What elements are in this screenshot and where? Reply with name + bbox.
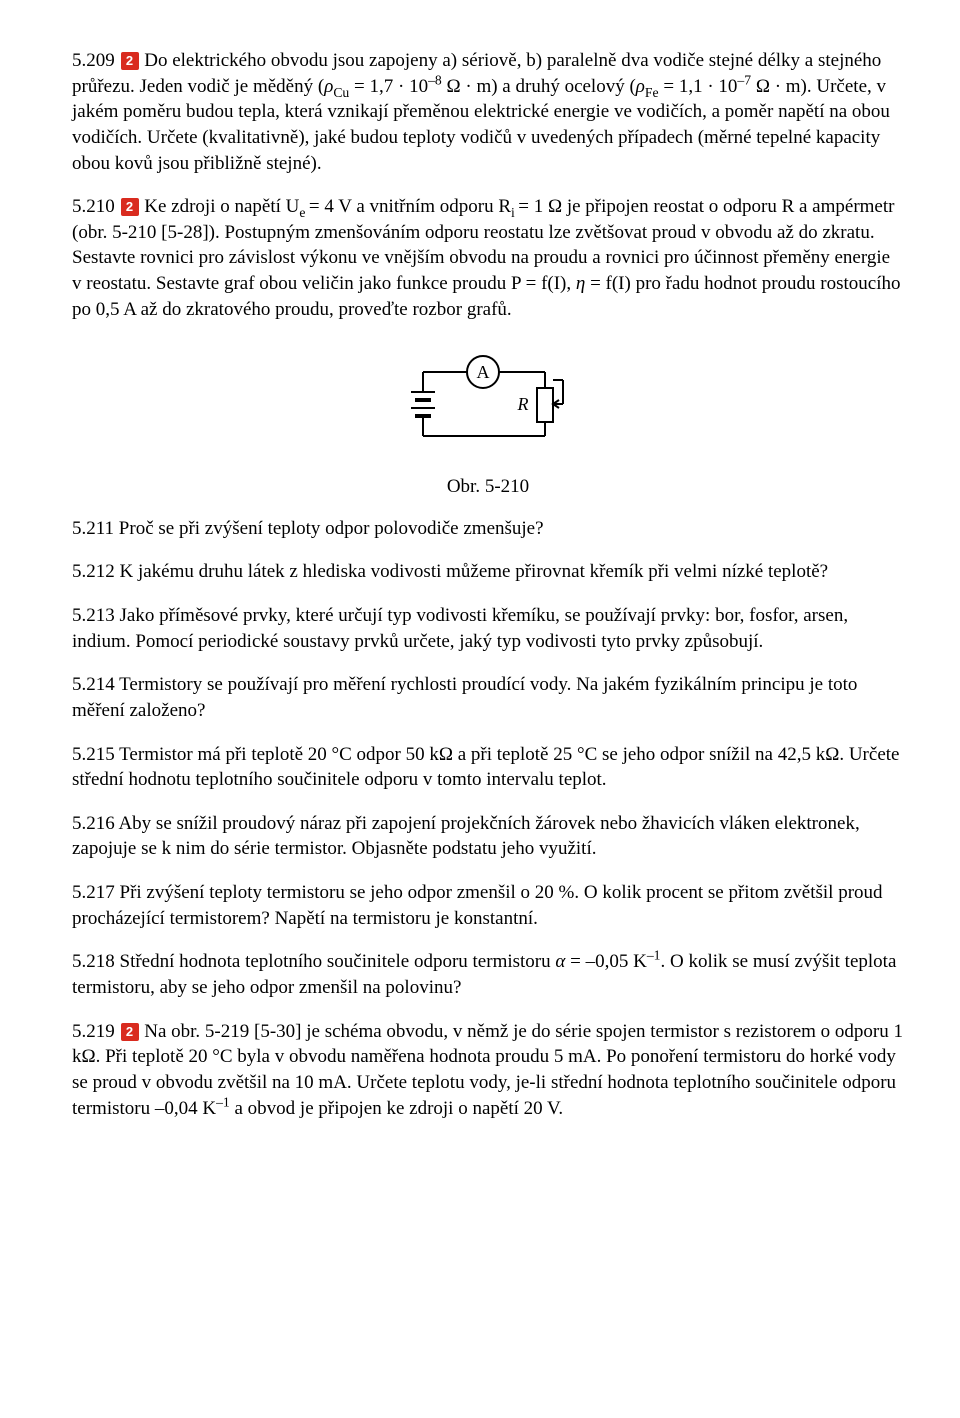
text: Při zvýšení teploty termistoru se jeho o… <box>72 882 883 929</box>
text: = 1,1 · 10 <box>659 76 738 97</box>
problem-5-214: 5.214 Termistory se používají pro měření… <box>72 672 904 723</box>
symbol-alpha: α <box>555 951 565 972</box>
problem-number: 5.214 <box>72 674 115 695</box>
text: = 4 V a vnitřním odporu R <box>309 196 511 217</box>
text: Proč se při zvýšení teploty odpor polovo… <box>114 518 544 539</box>
text: Termistor má při teplotě 20 °C odpor 50 … <box>72 744 899 791</box>
circuit-diagram: A R <box>403 340 573 460</box>
problem-5-219: 5.219 2 Na obr. 5-219 [5-30] je schéma o… <box>72 1019 904 1122</box>
symbol-rho: ρ <box>324 76 333 97</box>
problem-number: 5.216 <box>72 813 115 834</box>
symbol-rho: ρ <box>636 76 645 97</box>
problem-5-213: 5.213 Jako příměsové prvky, které určují… <box>72 603 904 654</box>
ammeter-label: A <box>477 362 490 382</box>
exponent: –8 <box>428 72 442 87</box>
text: Střední hodnota teplotního součinitele o… <box>115 951 556 972</box>
text: K jakému druhu látek z hlediska vodivost… <box>115 561 828 582</box>
difficulty-badge: 2 <box>121 52 139 70</box>
rheostat-label: R <box>517 394 529 414</box>
figure-caption: Obr. 5-210 <box>72 474 904 500</box>
problem-number: 5.211 <box>72 518 114 539</box>
problem-5-215: 5.215 Termistor má při teplotě 20 °C odp… <box>72 742 904 793</box>
symbol-eta: η <box>576 273 585 294</box>
problem-number: 5.210 <box>72 196 115 217</box>
problem-5-211: 5.211 Proč se při zvýšení teploty odpor … <box>72 516 904 542</box>
text: Aby se snížil proudový náraz při zapojen… <box>72 813 860 860</box>
problem-number: 5.215 <box>72 744 115 765</box>
exponent: –1 <box>216 1094 230 1109</box>
exponent: –7 <box>737 72 751 87</box>
text: = –0,05 K <box>565 951 646 972</box>
figure-5-210: A R <box>72 340 904 468</box>
problem-number: 5.217 <box>72 882 115 903</box>
text: Ke zdroji o napětí U <box>144 196 299 217</box>
problem-number: 5.213 <box>72 605 115 626</box>
problem-5-210: 5.210 2 Ke zdroji o napětí Ue = 4 V a vn… <box>72 194 904 322</box>
problem-5-212: 5.212 K jakému druhu látek z hlediska vo… <box>72 559 904 585</box>
text: Ω · m) a druhý ocelový ( <box>442 76 636 97</box>
subscript-fe: Fe <box>645 84 659 99</box>
text: Jako příměsové prvky, které určují typ v… <box>72 605 848 652</box>
text: a obvod je připojen ke zdroji o napětí 2… <box>230 1098 563 1119</box>
problem-number: 5.218 <box>72 951 115 972</box>
problem-5-218: 5.218 Střední hodnota teplotního součini… <box>72 949 904 1000</box>
difficulty-badge: 2 <box>121 198 139 216</box>
problem-5-216: 5.216 Aby se snížil proudový náraz při z… <box>72 811 904 862</box>
problem-5-217: 5.217 Při zvýšení teploty termistoru se … <box>72 880 904 931</box>
problem-number: 5.209 <box>72 50 115 71</box>
problem-number: 5.212 <box>72 561 115 582</box>
difficulty-badge: 2 <box>121 1023 139 1041</box>
subscript-cu: Cu <box>333 84 349 99</box>
problem-number: 5.219 <box>72 1021 115 1042</box>
subscript-e: e <box>299 205 309 220</box>
exponent: –1 <box>647 948 661 963</box>
text: Termistory se používají pro měření rychl… <box>72 674 857 721</box>
text: = 1,7 · 10 <box>349 76 428 97</box>
problem-5-209: 5.209 2 Do elektrického obvodu jsou zapo… <box>72 48 904 176</box>
